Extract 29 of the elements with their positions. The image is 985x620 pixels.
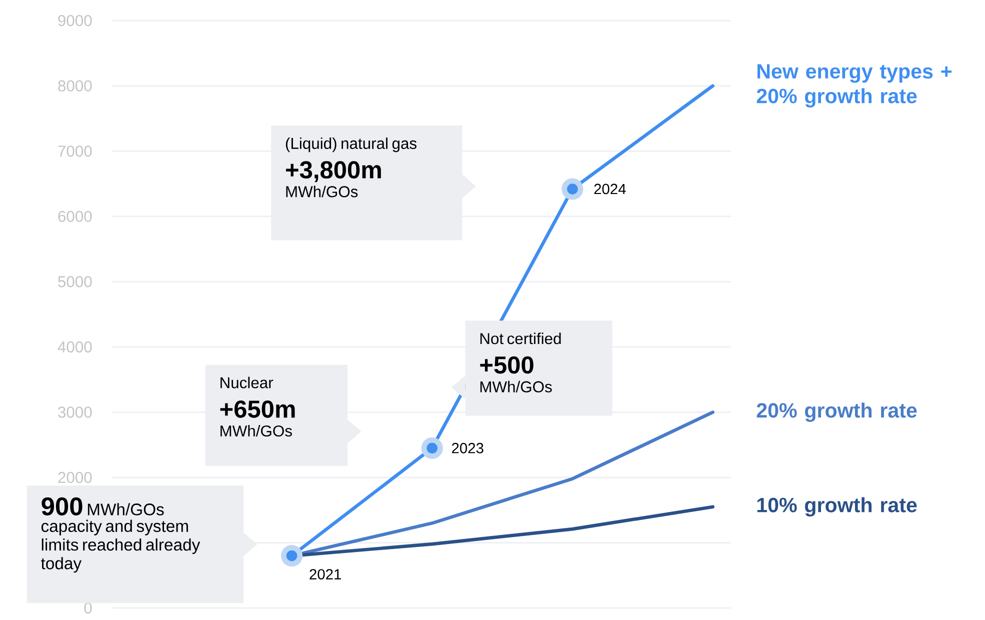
- text: today: [41, 557, 82, 573]
- annotation: Nuclear: [220, 376, 274, 388]
- annotation: +500: [480, 356, 534, 374]
- y-tick-label: 5000: [58, 276, 92, 288]
- y-tick-label: 6000: [58, 210, 92, 222]
- text: New energy types + 20% growth rate: [756, 64, 952, 108]
- annotation: capacity and system: [41, 520, 188, 536]
- y-tick-label: 7000: [58, 146, 92, 157]
- text: 10% growth rate: [757, 497, 917, 517]
- annotation: (Liquid) natural gas: [286, 138, 416, 152]
- annotation: MWh/GOs: [220, 425, 292, 437]
- annotation: MWh/GOs: [286, 186, 358, 198]
- annotation: 2023: [452, 443, 484, 454]
- annotation: limits reached already: [42, 538, 200, 554]
- annotation: MWh/GOs: [88, 503, 164, 516]
- y-tick-label: 9000: [58, 15, 92, 26]
- y-tick-label: 0: [84, 602, 92, 614]
- annotation: MWh/GOs: [480, 380, 552, 393]
- text: 900: [42, 497, 82, 516]
- annotation: Not certified: [480, 332, 561, 344]
- y-tick-label: 3000: [58, 406, 92, 418]
- y-tick-label: 8000: [58, 80, 92, 92]
- annotation: 2021: [310, 569, 341, 580]
- text: 20% growth rate: [756, 402, 917, 422]
- annotation: 2024: [594, 184, 626, 194]
- annotation: +650m: [220, 400, 295, 418]
- y-tick-label: 4000: [58, 341, 92, 353]
- annotation: +3,800m: [286, 161, 381, 182]
- y-tick-label: 2000: [58, 472, 92, 484]
